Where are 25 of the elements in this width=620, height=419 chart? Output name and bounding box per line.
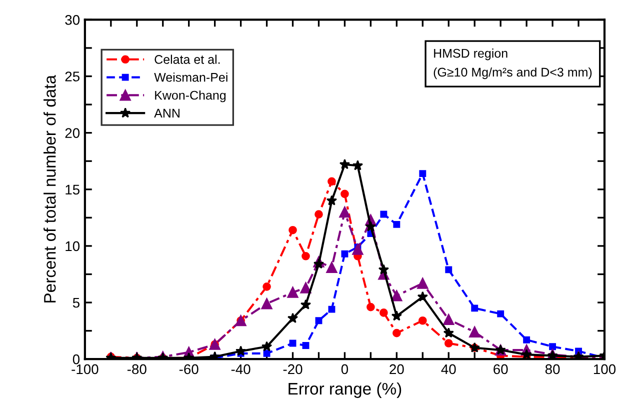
x-tick-label: 0 [341, 364, 348, 374]
x-tick-label: 100 [594, 364, 616, 374]
y-axis-title: Percent of total number of data [44, 74, 56, 302]
y-tick-label: 15 [66, 184, 80, 195]
legend-label: Kwon-Chang [155, 90, 226, 102]
annotation: HMSD region (G≥10 Mg/m²s and D<3 mm) [434, 48, 592, 80]
y-tick-label: 10 [66, 241, 80, 252]
x-tick-label: 60 [494, 364, 508, 374]
x-tick-label: 20 [390, 364, 404, 374]
x-tick-label: -20 [283, 364, 302, 374]
x-tick-label: 80 [545, 364, 560, 374]
x-tick-label: -60 [179, 364, 198, 374]
legend-label: Weisman-Pei [154, 72, 228, 82]
y-tick-label: 0 [72, 354, 80, 364]
y-tick-label: 5 [72, 298, 80, 308]
y-tick-label: 25 [65, 72, 80, 82]
x-axis-title: Error range (%) [288, 382, 402, 398]
y-tick-label: 30 [65, 15, 80, 25]
x-tick-label: -100 [72, 364, 98, 374]
x-tick-label: -80 [127, 364, 146, 374]
y-tick-label: 20 [65, 128, 80, 138]
x-tick-label: -40 [231, 364, 250, 374]
legend-label: Celata et al. [154, 54, 220, 64]
legend-label: ANN [154, 108, 180, 118]
x-tick-label: 40 [441, 364, 456, 374]
